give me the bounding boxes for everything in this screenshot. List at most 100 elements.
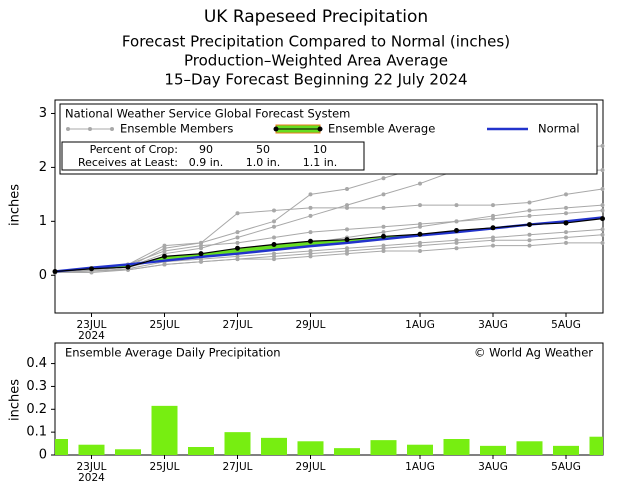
y-tick-label: 3 [39, 106, 47, 121]
subtitle: Forecast Precipitation Compared to Norma… [122, 33, 510, 51]
ensemble-member-dot [564, 192, 568, 197]
ensemble-member-dot [418, 203, 422, 208]
x-tick-label: 29JUL [296, 461, 326, 473]
ensemble-member-dot [564, 211, 568, 216]
bar [370, 440, 397, 455]
credit: © World Ag Weather [474, 346, 593, 360]
ensemble-member-dot [600, 186, 605, 191]
ensemble-member-dot [564, 205, 568, 210]
bar [516, 441, 543, 455]
x-tick-label: 23JUL [77, 319, 107, 331]
bar [480, 445, 506, 455]
ensemble-member-dot [418, 248, 422, 253]
ensemble-member-dot [491, 203, 495, 208]
y-axis-label: inches [8, 379, 23, 421]
ensemble-member-dot [381, 192, 386, 197]
ensemble-member-dot [600, 143, 605, 148]
bar [115, 449, 141, 455]
ensemble-member-line [54, 169, 603, 274]
average-dot [344, 237, 350, 243]
ensemble-member-dot [564, 230, 568, 235]
ensemble-member-dot [272, 219, 276, 224]
bar [261, 437, 287, 455]
plot-frame [54, 342, 604, 456]
crop-table-cell: 10 [313, 143, 327, 156]
ensemble-member-dot [381, 230, 386, 235]
x-tick-label: 3AUG [478, 319, 508, 331]
ensemble-member-dot [600, 227, 605, 232]
bar [55, 439, 68, 455]
x-tick-label: 5AUG [551, 461, 581, 473]
ensemble-member-dot [454, 246, 459, 251]
average-dot [527, 222, 532, 228]
ensemble-member-dot [491, 243, 495, 248]
ensemble-member-dot [527, 200, 532, 205]
ensemble-member-dot [308, 192, 313, 197]
ensemble-member-dot [381, 205, 386, 210]
crop-table-cell: 0.9 in. [189, 156, 224, 169]
ensemble-member-dot [564, 240, 568, 245]
y-tick-label: 0 [39, 268, 47, 283]
average-dot [89, 266, 94, 272]
ensemble-member-dot [162, 262, 167, 267]
average-line [54, 218, 603, 273]
ensemble-member-dot [89, 270, 94, 275]
legend-average-dot [317, 126, 323, 132]
average-dot [52, 268, 58, 274]
average-dot [162, 253, 167, 259]
ensemble-member-dot [199, 259, 203, 264]
average-dot [563, 220, 569, 226]
legend-member-dot [66, 127, 70, 131]
x-tick-label: 23JUL [77, 461, 107, 473]
ensemble-member-dot [527, 208, 532, 213]
ensemble-member-dot [381, 176, 386, 181]
crop-table-cell: 1.0 in. [246, 156, 281, 169]
crop-table-cell: 50 [256, 143, 270, 156]
ensemble-member-dot [454, 240, 459, 245]
y-tick-label: 1 [39, 214, 47, 229]
ensemble-member-dot [308, 230, 313, 235]
y-axis-label: inches [8, 184, 23, 226]
x-tick-label: 1AUG [405, 319, 435, 331]
ensemble-member-line [55, 234, 603, 274]
bar [553, 445, 579, 455]
crop-table-box [61, 141, 365, 171]
ensemble-member-dot [235, 235, 240, 240]
average-dot [490, 225, 496, 231]
source: National Weather Service Global Forecast… [65, 107, 350, 121]
ensemble-member-dot [381, 224, 386, 229]
legend-label: Ensemble Members [120, 122, 233, 136]
ensemble-member-dot [600, 208, 605, 213]
y-tick-label: 0.1 [26, 425, 47, 440]
average-dot [308, 238, 313, 244]
ensemble-member-dot [418, 222, 422, 227]
ensemble-member-dot [162, 243, 167, 248]
crop-table-label: Receives at Least: [78, 156, 178, 169]
average-dot [271, 242, 277, 248]
ensemble-member-dot [345, 248, 349, 253]
ensemble-member-dot [345, 186, 349, 191]
average-dot [417, 231, 423, 237]
ensemble-member-dot [491, 238, 495, 243]
bar [297, 441, 324, 455]
ensemble-member-dot [600, 203, 605, 208]
y-tick-label: 0.2 [26, 402, 47, 417]
x-tick-label: 25JUL [150, 461, 180, 473]
x-tick-label: 25JUL [150, 319, 180, 331]
ensemble-member-dot [527, 232, 532, 237]
ensemble-member-dot [527, 243, 532, 248]
average-dot [381, 233, 386, 239]
ensemble-member-dot [272, 224, 276, 229]
bar [188, 447, 214, 455]
ensemble-member-dot [272, 208, 276, 213]
x-sublabel: 2024 [78, 472, 105, 484]
bar [407, 444, 433, 455]
legend-label: Ensemble Average [328, 122, 435, 136]
ensemble-member-dot [600, 168, 605, 173]
ensemble-member-dot [527, 238, 532, 243]
average-dot [454, 227, 459, 233]
x-tick-label: 3AUG [478, 461, 508, 473]
panel-title: Ensemble Average Daily Precipitation [65, 346, 281, 360]
ensemble-member-dot [272, 235, 276, 240]
